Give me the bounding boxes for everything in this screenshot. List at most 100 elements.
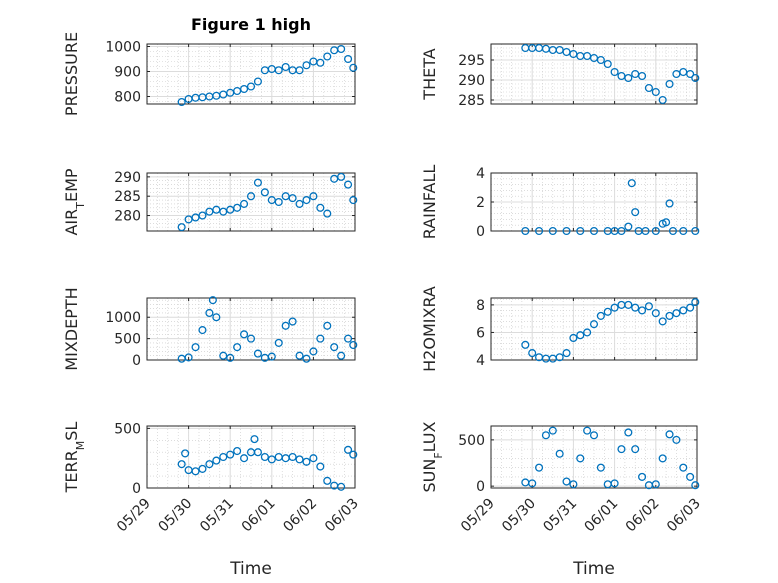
data-point (246, 192, 256, 201)
data-point (302, 196, 311, 205)
x-tick-label: 05/29 (458, 496, 498, 536)
data-point (665, 199, 674, 208)
data-point (219, 452, 228, 462)
y-tick-label: 0 (132, 481, 141, 497)
data-point (555, 353, 564, 362)
data-point (596, 311, 605, 320)
x-tick-label: 05/29 (114, 496, 154, 536)
data-point (274, 66, 283, 75)
subplot-theta: 285 290 295 THETA (420, 43, 700, 109)
data-point (624, 73, 633, 83)
data-point (596, 463, 605, 472)
series-markers (521, 298, 700, 363)
figure-title: Figure 1 high (191, 15, 311, 34)
subplot-terr-msl: 0 500 05/29 05/30 05/31 06/01 06/02 06/03 TERRMS… (62, 421, 362, 535)
y-tick-label: 0 (132, 353, 141, 369)
y-axis-label: H2OMIXRA (420, 286, 439, 372)
data-point (274, 338, 283, 347)
data-point (528, 349, 537, 358)
series-markers (177, 435, 358, 491)
data-point (212, 313, 221, 322)
data-point (295, 66, 304, 75)
y-axis-label: RAINFALL (420, 165, 439, 240)
data-point (562, 477, 571, 486)
y-tick-label: 2 (476, 195, 485, 211)
series-markers (177, 172, 358, 232)
data-point (323, 209, 332, 218)
data-point (610, 67, 619, 77)
data-point (686, 472, 695, 481)
data-point (541, 431, 550, 440)
data-point (316, 334, 325, 343)
x-tick-label: 06/02 (280, 496, 320, 536)
data-point (260, 188, 269, 197)
data-point (316, 58, 325, 67)
data-point (691, 73, 700, 83)
data-point (302, 61, 311, 70)
y-tick-label: 6 (476, 325, 485, 341)
data-point (205, 460, 214, 469)
data-point (638, 71, 647, 81)
y-tick-label: 500 (458, 433, 485, 449)
y-tick-label: 290 (458, 73, 485, 89)
data-point (548, 426, 557, 435)
y-tick-label: 800 (114, 90, 141, 106)
data-point (528, 479, 537, 488)
data-point (295, 351, 304, 360)
data-point (610, 479, 619, 488)
data-point (603, 307, 612, 316)
data-point (344, 334, 353, 343)
data-point (281, 321, 290, 330)
data-point (212, 456, 221, 465)
data-point (302, 457, 311, 466)
y-tick-label: 0 (476, 479, 485, 495)
data-point (349, 63, 358, 72)
y-axis-label: AIRTEMP (62, 168, 87, 235)
data-point (631, 303, 640, 312)
data-point (624, 300, 633, 309)
data-point (576, 454, 585, 463)
axes-box (146, 43, 356, 105)
data-point (686, 69, 695, 79)
data-point (638, 306, 647, 315)
data-point (198, 464, 207, 473)
data-point (330, 343, 339, 352)
data-point (521, 226, 530, 236)
data-point (191, 467, 200, 476)
data-point (323, 52, 332, 61)
data-point (288, 317, 297, 326)
data-point (665, 79, 674, 89)
data-point (651, 87, 660, 97)
data-point (651, 309, 660, 318)
data-point (191, 343, 200, 352)
data-point (250, 435, 259, 444)
data-point (344, 54, 353, 64)
data-point (323, 476, 332, 485)
data-point (337, 172, 346, 181)
data-point (253, 77, 262, 86)
data-point (624, 222, 633, 231)
x-tick-label: 05/30 (156, 496, 196, 536)
data-point (337, 44, 346, 54)
data-point (260, 452, 269, 462)
data-point (562, 349, 571, 358)
data-point (658, 317, 667, 326)
data-point (668, 226, 678, 236)
data-point (240, 454, 249, 463)
x-tick-label: 05/30 (499, 496, 539, 536)
data-point (181, 449, 190, 458)
subplot-mixdepth: 0 500 1000 MIXDEPTH (62, 287, 358, 371)
subplot-pressure: 800 900 1000 PRESSURE (62, 32, 358, 116)
data-point (641, 226, 650, 236)
data-point (302, 354, 311, 363)
data-point (316, 203, 325, 212)
data-point (253, 448, 262, 457)
x-tick-label: 06/01 (239, 496, 279, 536)
y-tick-label: 1000 (105, 310, 141, 326)
data-point (309, 192, 318, 201)
data-point (627, 179, 636, 188)
axes-box (490, 425, 698, 489)
data-point (691, 298, 700, 307)
